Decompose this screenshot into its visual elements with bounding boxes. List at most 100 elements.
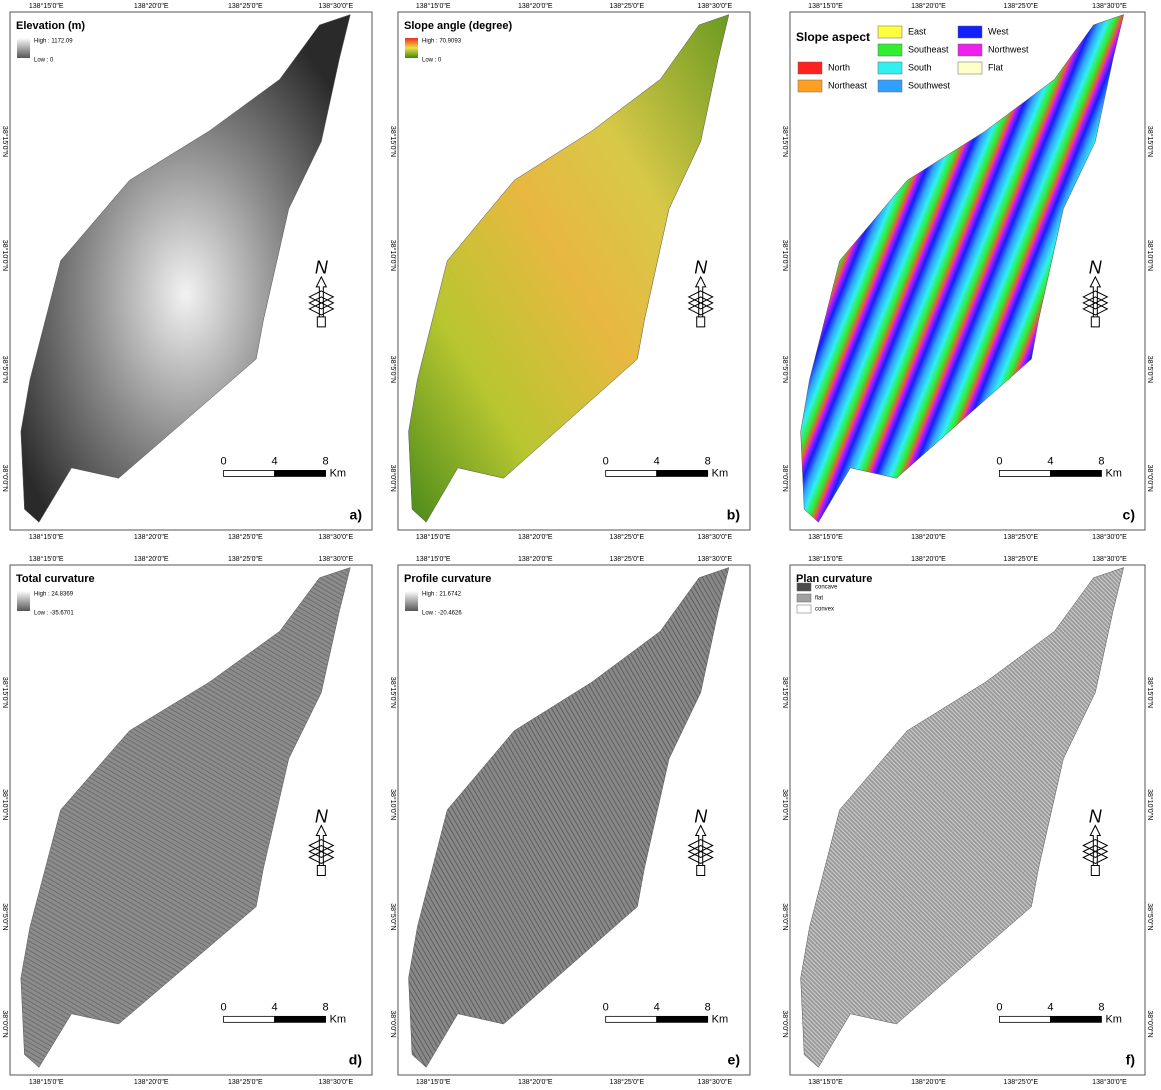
legend-high: High : 70.9093: [422, 39, 462, 45]
panel-tag: b): [727, 507, 740, 523]
scale-label: 0: [996, 455, 1002, 467]
scale-bar-segment: [224, 470, 275, 476]
longitude-label: 138°20'0"E: [134, 1078, 169, 1085]
longitude-label: 138°15'0"E: [808, 1078, 843, 1085]
longitude-label: 138°15'0"E: [808, 2, 843, 10]
legend-title: Slope aspect: [796, 30, 870, 44]
legend-low: Low : -20.4626: [422, 611, 462, 617]
panel-tag: e): [728, 1052, 740, 1068]
longitude-label: 138°25'0"E: [1003, 533, 1038, 541]
latitude-label: 38°15'0"N: [781, 126, 789, 157]
latitude-label: 38°15'0"N: [1146, 677, 1154, 708]
legend-ramp: [17, 591, 30, 611]
scale-label: 0: [603, 455, 609, 467]
longitude-label: 138°20'0"E: [911, 1078, 946, 1085]
map-panel: 138°15'0"E138°15'0"E138°20'0"E138°20'0"E…: [1, 555, 372, 1085]
longitude-label: 138°30'0"E: [697, 555, 732, 563]
scale-bar-segment: [1050, 470, 1101, 476]
scale-label: 4: [1047, 455, 1053, 467]
longitude-label: 138°15'0"E: [416, 533, 451, 541]
legend-swatch: [878, 80, 902, 92]
longitude-label: 138°30'0"E: [1092, 2, 1127, 10]
scale-bar-segment: [657, 470, 708, 476]
latitude-label: 38°10'0"N: [1, 789, 9, 820]
legend-ramp: [17, 38, 30, 58]
scale-label: 0: [996, 1001, 1002, 1013]
scale-label: 0: [221, 1001, 227, 1013]
latitude-label: 38°0'0"N: [781, 1010, 789, 1037]
north-label: N: [694, 806, 708, 826]
longitude-label: 138°20'0"E: [518, 1078, 553, 1085]
longitude-label: 138°30'0"E: [318, 555, 353, 563]
legend-title: Slope angle (degree): [404, 20, 513, 32]
longitude-label: 138°30'0"E: [697, 1078, 732, 1085]
latitude-label: 38°10'0"N: [781, 240, 789, 271]
latitude-label: 38°5'0"N: [1146, 356, 1154, 383]
scale-unit: Km: [1105, 467, 1122, 479]
longitude-label: 138°15'0"E: [808, 533, 843, 541]
latitude-label: 38°0'0"N: [1, 465, 9, 492]
latitude-label: 38°5'0"N: [1, 903, 9, 930]
legend-swatch: [797, 594, 811, 602]
scale-bar-segment: [1050, 1016, 1101, 1022]
latitude-label: 38°15'0"N: [781, 677, 789, 708]
scale-label: 8: [705, 455, 711, 467]
longitude-label: 138°25'0"E: [1003, 1078, 1038, 1085]
latitude-label: 38°5'0"N: [781, 356, 789, 383]
latitude-label: 38°10'0"N: [389, 240, 397, 271]
legend-swatch: [797, 583, 811, 591]
latitude-label: 38°15'0"N: [1, 677, 9, 708]
latitude-label: 38°0'0"N: [389, 465, 397, 492]
legend-low: Low : 0: [422, 58, 442, 64]
legend-swatch: [958, 44, 982, 56]
longitude-label: 138°30'0"E: [1092, 555, 1127, 563]
latitude-label: 38°5'0"N: [1, 356, 9, 383]
legend-item-label: Southwest: [908, 80, 951, 90]
panel-tag: a): [350, 507, 362, 523]
legend-ramp: [405, 591, 418, 611]
map-panel: 138°15'0"E138°15'0"E138°20'0"E138°20'0"E…: [781, 2, 1154, 541]
latitude-label: 38°0'0"N: [389, 1010, 397, 1037]
latitude-label: 38°0'0"N: [781, 465, 789, 492]
scale-label: 8: [323, 1001, 329, 1013]
map-panel: 138°15'0"E138°15'0"E138°20'0"E138°20'0"E…: [781, 555, 1154, 1085]
map-panel: 138°15'0"E138°15'0"E138°20'0"E138°20'0"E…: [389, 555, 750, 1085]
scale-label: 0: [603, 1001, 609, 1013]
legend-ramp: [405, 38, 418, 58]
legend-item-label: South: [908, 62, 932, 72]
longitude-label: 138°25'0"E: [609, 555, 644, 563]
north-label: N: [694, 258, 708, 278]
latitude-label: 38°10'0"N: [781, 789, 789, 820]
legend-item-label: Northeast: [828, 80, 868, 90]
longitude-label: 138°20'0"E: [518, 533, 553, 541]
longitude-label: 138°20'0"E: [911, 2, 946, 10]
longitude-label: 138°15'0"E: [29, 2, 64, 10]
scale-bar-segment: [606, 470, 657, 476]
longitude-label: 138°20'0"E: [134, 555, 169, 563]
scale-label: 4: [272, 1001, 278, 1013]
legend-swatch: [958, 62, 982, 74]
latitude-label: 38°5'0"N: [389, 356, 397, 383]
legend-title: Total curvature: [16, 573, 95, 585]
north-label: N: [315, 258, 329, 278]
longitude-label: 138°25'0"E: [228, 1078, 263, 1085]
longitude-label: 138°25'0"E: [228, 555, 263, 563]
legend-item-label: Southeast: [908, 44, 949, 54]
longitude-label: 138°20'0"E: [134, 533, 169, 541]
scale-label: 0: [221, 455, 227, 467]
longitude-label: 138°25'0"E: [1003, 2, 1038, 10]
scale-unit: Km: [330, 1013, 347, 1025]
longitude-label: 138°20'0"E: [518, 2, 553, 10]
legend-item-label: flat: [815, 596, 823, 602]
longitude-label: 138°20'0"E: [134, 2, 169, 10]
legend-swatch: [958, 26, 982, 38]
north-label: N: [1089, 258, 1103, 278]
panel-tag: f): [1126, 1052, 1135, 1068]
latitude-label: 38°0'0"N: [1, 1010, 9, 1037]
longitude-label: 138°15'0"E: [416, 2, 451, 10]
legend-item-label: convex: [815, 607, 834, 613]
longitude-label: 138°15'0"E: [29, 1078, 64, 1085]
legend-item-label: Flat: [988, 62, 1004, 72]
longitude-label: 138°30'0"E: [318, 1078, 353, 1085]
latitude-label: 38°10'0"N: [1, 240, 9, 271]
